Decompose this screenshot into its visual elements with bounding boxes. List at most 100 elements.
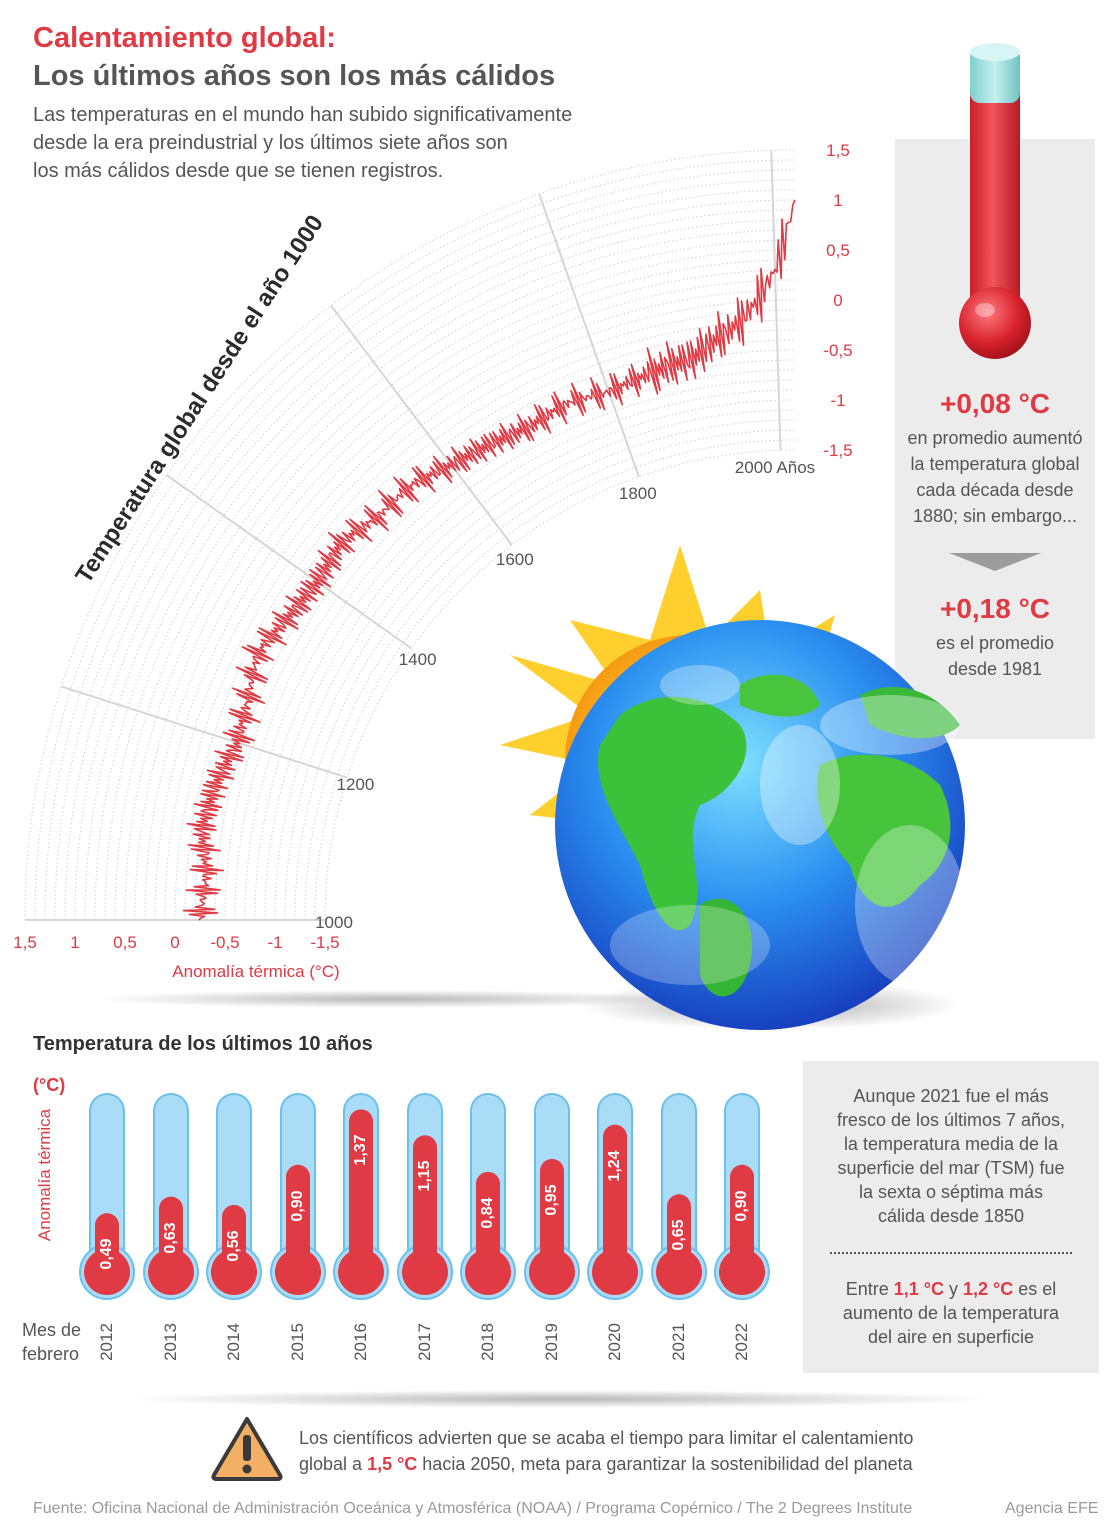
thermometer-icon: [206, 1093, 262, 1300]
temperature-series-line: [182, 199, 796, 921]
year-label-text: 2017: [414, 1323, 434, 1361]
stat-text-decade: en promedio aumentó la temperatura globa…: [895, 425, 1095, 529]
intro-line: los más cálidos desde que se tienen regi…: [33, 160, 444, 182]
year-tick-label: 2000 Años: [735, 458, 815, 477]
bottom-chart-title: Temperatura de los últimos 10 años: [33, 1033, 373, 1055]
thermometer-bar: 0,90: [713, 1086, 771, 1306]
arrow-down-icon: [949, 553, 1041, 571]
info-fragment: y: [943, 1279, 963, 1299]
grid-arc: [284, 409, 796, 921]
year-label: 2017: [395, 1318, 455, 1368]
bar-value-label: 0,90: [288, 1190, 306, 1222]
thermometer-bar: 0,65: [650, 1086, 708, 1306]
grid-arc: [154, 279, 796, 921]
bar-value-label: 1,15: [415, 1160, 433, 1192]
stat-text-1981: es el promedio desde 1981: [895, 630, 1095, 682]
grid-arc: [124, 249, 796, 921]
grid-arc: [214, 339, 796, 921]
year-tick-label: 1000: [315, 913, 353, 932]
stat-line: es el promedio: [935, 633, 1055, 653]
year-label-text: 2012: [97, 1323, 116, 1361]
y-axis-label: Anomalía térmica: [35, 1108, 54, 1242]
year-label: 2013: [141, 1318, 201, 1368]
thermometer-bar: 0,95: [523, 1086, 581, 1306]
grid-arc: [64, 189, 796, 921]
year-tick-label: 1200: [336, 775, 374, 794]
thermometer-icon: [523, 1093, 580, 1300]
year-label: 2022: [712, 1318, 772, 1368]
info-fragment: Entre: [845, 1279, 894, 1299]
year-spoke: [165, 474, 412, 650]
year-label-text: 2020: [605, 1323, 624, 1361]
earth-icon: [555, 620, 965, 1030]
intro-line: Las temperaturas en el mundo han subido …: [33, 104, 573, 126]
source-text: Fuente: Oficina Nacional de Administraci…: [33, 1500, 913, 1517]
thermometer-bar: 0,90: [269, 1086, 327, 1306]
thermometer-icon: [396, 1093, 453, 1300]
radial-temperature-chart: 1000 1200 1400 1600 1800 2000 Años 1,5 1,5 1 1 0,5…: [13, 141, 852, 981]
thermometer-icon: [650, 1093, 707, 1300]
grid-arc: [164, 289, 796, 921]
year-label: 2015: [268, 1318, 328, 1368]
title-line1: Calentamiento global:: [33, 22, 336, 54]
year-label-text: 2022: [732, 1323, 751, 1361]
grid-arc: [324, 449, 796, 921]
grid-arc: [94, 219, 796, 921]
divider-shadow: [90, 990, 690, 1008]
warning-line: Los científicos advierten que se acaba e…: [299, 1428, 914, 1448]
x-axis-label: Mes de febrero: [22, 1318, 81, 1366]
stat-line: en promedio aumentó: [907, 428, 1083, 448]
stat-line: desde 1981: [947, 659, 1043, 679]
chart-year-spokes: [25, 150, 782, 921]
thermometer-icon: [79, 1093, 135, 1300]
thermometer-icon: [959, 43, 1031, 359]
info-text-sea: Aunque 2021 fue el más fresco de los últ…: [820, 1084, 1082, 1228]
year-spoke: [330, 304, 513, 546]
divider-shadow: [120, 1390, 1000, 1408]
thermometer-bar: 1,37: [332, 1086, 390, 1306]
thermometer-icon: [269, 1093, 326, 1300]
grid-arc: [224, 349, 796, 921]
year-tick-label: 1400: [399, 650, 437, 669]
chart-labels: 1000 1200 1400 1600 1800 2000 Años 1,5 1,5 1 1 0,5…: [13, 141, 852, 952]
grid-arc: [314, 439, 796, 921]
chart-series-layer: [182, 199, 796, 921]
chart-title: Temperatura global desde el año 1000: [70, 210, 328, 588]
grid-arc: [44, 169, 796, 921]
bar-value-label: 1,37: [352, 1134, 369, 1166]
stat-value-1981: +0,18 °C: [939, 593, 1051, 624]
grid-arc: [304, 429, 796, 921]
bar-value-label: 1,24: [606, 1150, 623, 1182]
year-label-text: 2019: [541, 1323, 561, 1361]
grid-arc: [144, 269, 796, 921]
title-line2: Los últimos años son los más cálidos: [33, 60, 556, 92]
year-tick-label: 1800: [619, 484, 657, 503]
bar-value-label: 0,56: [225, 1230, 242, 1262]
info-line: fresco de los últimos 7 años,: [836, 1110, 1066, 1130]
thermometer-icon: [587, 1093, 643, 1300]
year-label-text: 2015: [287, 1323, 307, 1361]
thermometer-icon: [460, 1093, 516, 1300]
thermometer-bar: 0,49: [78, 1086, 136, 1306]
bar-value-label: 0,84: [479, 1197, 496, 1229]
anomaly-tick-label: -1,5: [310, 933, 339, 952]
info-line: la temperatura media de la: [843, 1134, 1059, 1154]
bar-value-label: 0,90: [733, 1190, 750, 1222]
year-spoke: [770, 150, 782, 451]
thermometer-bar: 1,15: [396, 1086, 454, 1306]
year-label-text: 2013: [160, 1323, 180, 1361]
thermometer-bar: 0,84: [459, 1086, 517, 1306]
thermometer-bar: 0,63: [142, 1086, 200, 1306]
info-line: Aunque 2021 fue el más: [853, 1086, 1049, 1106]
grid-arc: [74, 199, 796, 921]
x-axis-label-line: Mes de: [22, 1320, 82, 1340]
grid-arc: [274, 399, 796, 921]
earth-sun-illustration: [500, 545, 965, 1030]
thermometer-icon: [333, 1093, 389, 1300]
stat-line: 1880; sin embargo...: [912, 506, 1078, 526]
info-line: superficie del mar (TSM) fue: [837, 1158, 1065, 1178]
grid-arc: [254, 379, 796, 921]
info-text-air: Entre 1,1 °C y 1,2 °C es el aumento de l…: [820, 1277, 1082, 1349]
anomaly-tick-label: 1: [833, 191, 842, 210]
warning-value: 1,5 °C: [367, 1454, 418, 1474]
